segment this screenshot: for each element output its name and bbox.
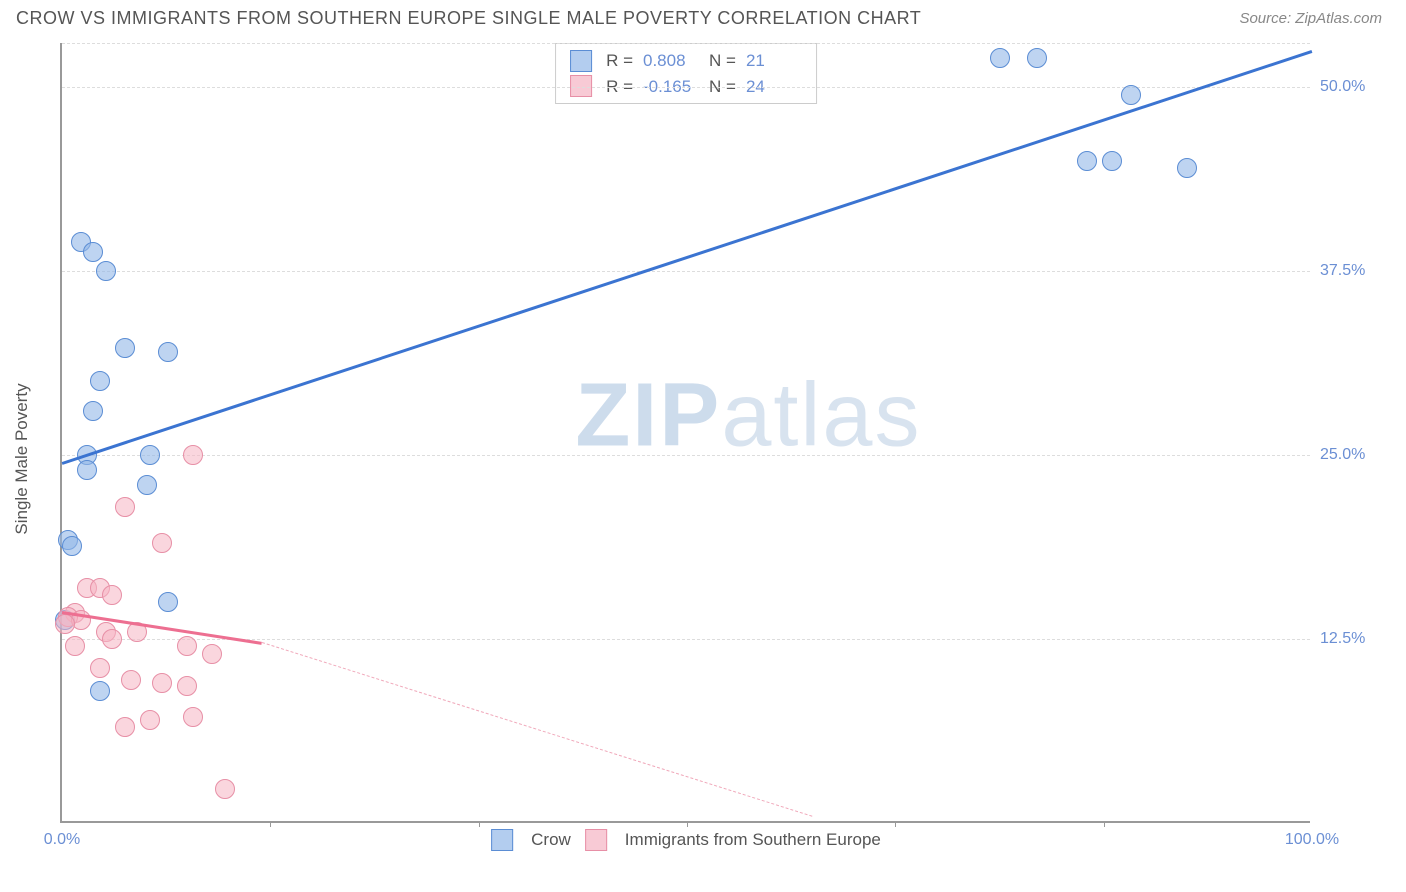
correlation-legend: R = 0.808 N = 21 R = -0.165 N = 24	[555, 43, 817, 104]
data-point	[90, 371, 110, 391]
data-point	[90, 658, 110, 678]
chart-title: CROW VS IMMIGRANTS FROM SOUTHERN EUROPE …	[16, 8, 921, 29]
y-tick-label: 50.0%	[1320, 78, 1390, 96]
gridline	[62, 455, 1310, 456]
data-point	[140, 710, 160, 730]
chart-header: CROW VS IMMIGRANTS FROM SOUTHERN EUROPE …	[0, 0, 1406, 33]
data-point	[215, 779, 235, 799]
swatch-blue-icon	[491, 829, 513, 851]
chart-source: Source: ZipAtlas.com	[1239, 10, 1382, 27]
plot-area: ZIPatlas R = 0.808 N = 21 R = -0.165 N =…	[60, 43, 1310, 823]
data-point	[1027, 48, 1047, 68]
gridline	[62, 271, 1310, 272]
y-axis-label: Single Male Poverty	[12, 383, 32, 534]
data-point	[102, 585, 122, 605]
x-tick-mark	[1104, 821, 1105, 827]
data-point	[1102, 151, 1122, 171]
swatch-blue-icon	[570, 50, 592, 72]
x-tick-mark	[479, 821, 480, 827]
data-point	[62, 536, 82, 556]
data-point	[115, 717, 135, 737]
data-point	[1121, 85, 1141, 105]
data-point	[65, 636, 85, 656]
watermark: ZIPatlas	[575, 365, 921, 468]
x-tick-mark	[687, 821, 688, 827]
swatch-pink-icon	[585, 829, 607, 851]
legend-label-crow: Crow	[531, 830, 571, 850]
y-tick-label: 25.0%	[1320, 446, 1390, 464]
data-point	[152, 673, 172, 693]
legend-row-crow: R = 0.808 N = 21	[570, 48, 802, 74]
data-point	[115, 497, 135, 517]
data-point	[183, 707, 203, 727]
gridline	[62, 43, 1310, 44]
data-point	[115, 338, 135, 358]
y-tick-label: 12.5%	[1320, 630, 1390, 648]
data-point	[55, 614, 75, 634]
data-point	[158, 592, 178, 612]
data-point	[177, 676, 197, 696]
x-tick-mark	[270, 821, 271, 827]
data-point	[90, 681, 110, 701]
data-point	[1077, 151, 1097, 171]
data-point	[177, 636, 197, 656]
data-point	[158, 342, 178, 362]
data-point	[96, 261, 116, 281]
data-point	[137, 475, 157, 495]
x-tick-mark	[895, 821, 896, 827]
trend-line	[262, 642, 812, 817]
series-legend: Crow Immigrants from Southern Europe	[491, 829, 881, 851]
data-point	[140, 445, 160, 465]
trend-line	[62, 50, 1313, 464]
legend-label-immigrants: Immigrants from Southern Europe	[625, 830, 881, 850]
data-point	[202, 644, 222, 664]
data-point	[121, 670, 141, 690]
data-point	[102, 629, 122, 649]
x-tick-label: 0.0%	[44, 831, 80, 849]
data-point	[77, 460, 97, 480]
data-point	[152, 533, 172, 553]
data-point	[183, 445, 203, 465]
y-tick-label: 37.5%	[1320, 262, 1390, 280]
data-point	[83, 242, 103, 262]
x-tick-label: 100.0%	[1285, 831, 1339, 849]
data-point	[83, 401, 103, 421]
chart-container: Single Male Poverty ZIPatlas R = 0.808 N…	[0, 33, 1406, 885]
data-point	[990, 48, 1010, 68]
data-point	[1177, 158, 1197, 178]
